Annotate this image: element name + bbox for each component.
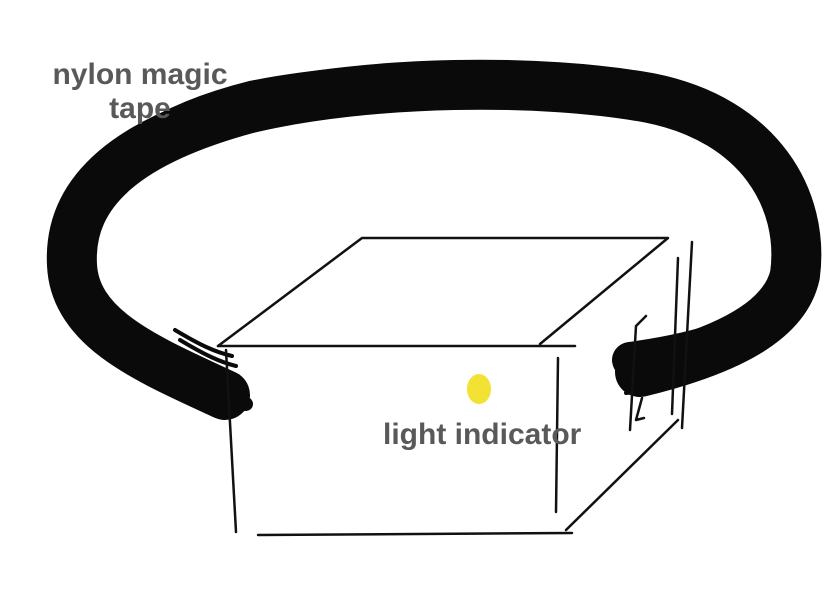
box-front-bottom-edge [256, 531, 574, 537]
tape-label: nylon magic tape [40, 58, 240, 126]
box-front-right-edge [554, 356, 560, 514]
box-side-strap-mark-2 [634, 396, 646, 422]
tape-right-fray [618, 350, 670, 395]
box-side-back-edge [680, 240, 694, 430]
box-side-inner-edge [670, 256, 680, 416]
indicator-label: light indicator [383, 418, 582, 451]
box-front-left-edge [224, 348, 238, 534]
nylon-tape-loop [46, 59, 822, 420]
box-side-strap-mark [628, 314, 648, 432]
box-side-bottom-edge [564, 418, 680, 532]
tape-loop-outer-edge [51, 62, 677, 262]
tape-left-fray [173, 328, 253, 411]
light-indicator-dot [467, 374, 491, 404]
box-top-face [216, 236, 670, 348]
tape-label-line2: tape [109, 92, 171, 125]
device-box [216, 236, 694, 537]
tape-label-line1: nylon magic [52, 58, 228, 91]
